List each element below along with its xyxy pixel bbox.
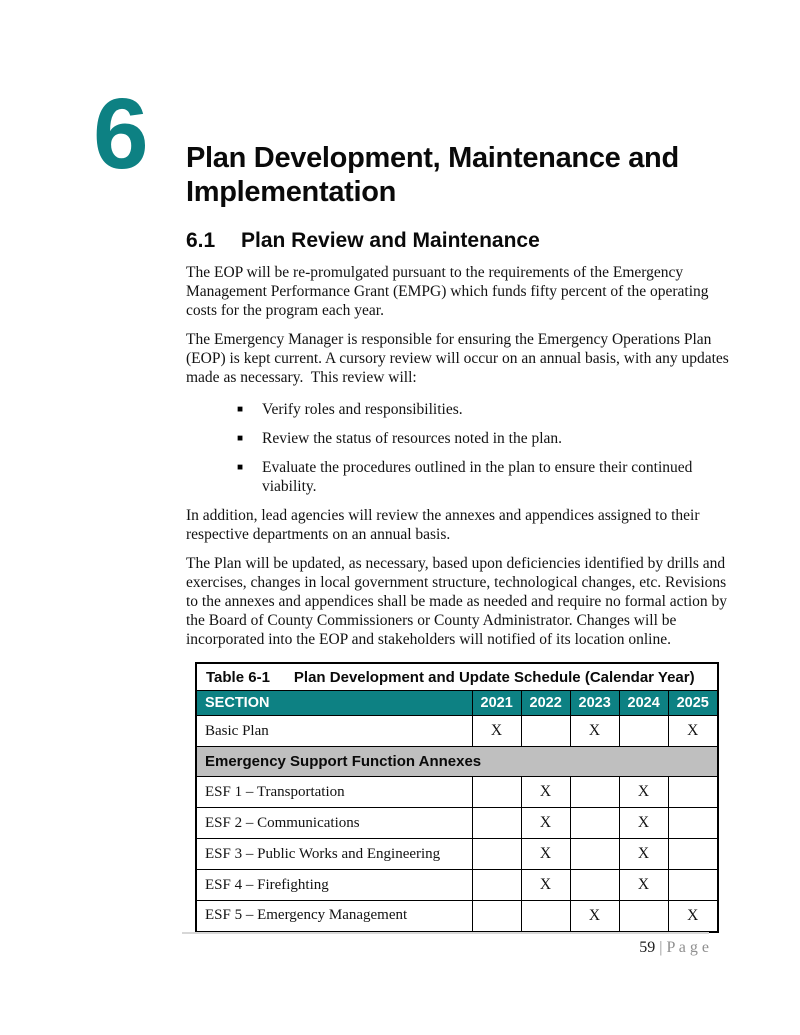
section-cell: ESF 1 – Transportation xyxy=(195,776,473,808)
mark-cell: X xyxy=(520,776,571,808)
mark-cell xyxy=(618,900,669,932)
list-item-text: Evaluate the procedures outlined in the … xyxy=(262,459,693,495)
column-header-year: 2022 xyxy=(520,690,571,716)
mark-cell: X xyxy=(667,900,719,932)
column-header-year: 2021 xyxy=(471,690,522,716)
square-bullet-icon: ■ xyxy=(237,433,244,444)
group-header-row: Emergency Support Function Annexes xyxy=(195,746,719,777)
table-row: Basic Plan X X X xyxy=(195,715,719,747)
mark-cell: X xyxy=(471,715,522,747)
table-row: ESF 4 – Firefighting X X xyxy=(195,869,719,901)
page-footer: 59 | P a g e xyxy=(182,938,709,958)
column-header-year: 2024 xyxy=(618,690,669,716)
table-row: ESF 2 – Communications X X xyxy=(195,807,719,839)
mark-cell xyxy=(569,838,620,870)
table-label: Table 6-1 xyxy=(206,669,270,686)
footer-rule xyxy=(182,932,709,934)
mark-cell xyxy=(569,807,620,839)
mark-cell xyxy=(471,776,522,808)
mark-cell xyxy=(520,715,571,747)
section-cell: ESF 2 – Communications xyxy=(195,807,473,839)
list-item: ■ Review the status of resources noted i… xyxy=(237,429,734,448)
paragraph: The EOP will be re-promulgated pursuant … xyxy=(186,264,713,319)
page-content: Plan Development, Maintenance and Implem… xyxy=(186,0,734,933)
table-container: Table 6-1 Plan Development and Update Sch… xyxy=(195,662,734,933)
list-item-text: Review the status of resources noted in … xyxy=(262,430,563,447)
mark-cell xyxy=(520,900,571,932)
table-header-row: SECTION 2021 2022 2023 2024 2025 xyxy=(195,690,719,716)
mark-cell: X xyxy=(618,807,669,839)
plan-update-schedule-table: Table 6-1 Plan Development and Update Sch… xyxy=(195,662,719,933)
section-number: 6.1 xyxy=(186,229,216,252)
mark-cell xyxy=(471,807,522,839)
mark-cell xyxy=(618,715,669,747)
list-item-text: Verify roles and responsibilities. xyxy=(262,401,463,418)
section-heading: 6.1 Plan Review and Maintenance xyxy=(186,228,734,253)
section-cell: ESF 3 – Public Works and Engineering xyxy=(195,838,473,870)
square-bullet-icon: ■ xyxy=(237,404,244,415)
list-item: ■ Verify roles and responsibilities. xyxy=(237,400,734,419)
group-header-cell: Emergency Support Function Annexes xyxy=(195,746,719,777)
mark-cell: X xyxy=(618,776,669,808)
mark-cell xyxy=(471,869,522,901)
mark-cell: X xyxy=(618,838,669,870)
mark-cell xyxy=(569,869,620,901)
chapter-title: Plan Development, Maintenance and Implem… xyxy=(186,142,679,208)
column-header-year: 2023 xyxy=(569,690,620,716)
mark-cell xyxy=(471,900,522,932)
bullet-list: ■ Verify roles and responsibilities. ■ R… xyxy=(186,400,734,496)
column-header-year: 2025 xyxy=(667,690,719,716)
paragraph: The Plan will be updated, as necessary, … xyxy=(186,555,731,648)
table-title-cell: Table 6-1 Plan Development and Update Sch… xyxy=(195,662,719,691)
paragraph: In addition, lead agencies will review t… xyxy=(186,507,704,543)
column-header-section: SECTION xyxy=(195,690,473,716)
mark-cell: X xyxy=(569,900,620,932)
table-title-row: Table 6-1 Plan Development and Update Sch… xyxy=(195,662,719,691)
mark-cell: X xyxy=(618,869,669,901)
page-number: 59 xyxy=(639,939,660,956)
mark-cell xyxy=(471,838,522,870)
table-row: ESF 1 – Transportation X X xyxy=(195,776,719,808)
section-cell: Basic Plan xyxy=(195,715,473,747)
table-caption: Plan Development and Update Schedule (Ca… xyxy=(293,669,695,686)
square-bullet-icon: ■ xyxy=(237,462,244,473)
mark-cell xyxy=(667,776,719,808)
mark-cell: X xyxy=(520,807,571,839)
paragraph: The Emergency Manager is responsible for… xyxy=(186,331,733,386)
table-row: ESF 3 – Public Works and Engineering X X xyxy=(195,838,719,870)
mark-cell: X xyxy=(520,869,571,901)
mark-cell: X xyxy=(569,715,620,747)
section-title: Plan Review and Maintenance xyxy=(241,229,540,252)
mark-cell: X xyxy=(520,838,571,870)
mark-cell xyxy=(569,776,620,808)
list-item: ■ Evaluate the procedures outlined in th… xyxy=(237,458,734,496)
chapter-number: 6 xyxy=(93,78,149,190)
page-label: | P a g e xyxy=(659,939,709,956)
mark-cell xyxy=(667,838,719,870)
mark-cell xyxy=(667,869,719,901)
section-cell: ESF 5 – Emergency Management xyxy=(195,900,473,932)
table-row: ESF 5 – Emergency Management X X xyxy=(195,900,719,932)
section-cell: ESF 4 – Firefighting xyxy=(195,869,473,901)
mark-cell xyxy=(667,807,719,839)
mark-cell: X xyxy=(667,715,719,747)
